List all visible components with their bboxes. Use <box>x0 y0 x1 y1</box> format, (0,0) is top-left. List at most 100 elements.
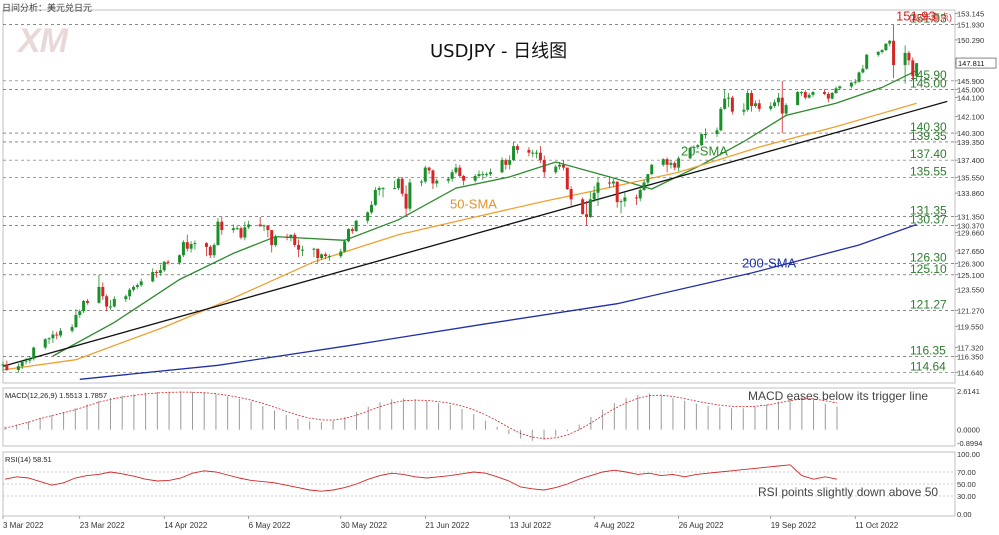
level-label: 145.00 <box>910 76 947 90</box>
candle-body <box>746 92 750 110</box>
overlay-label-200-sma: 200-SMA <box>742 255 797 270</box>
candle-body <box>692 147 696 149</box>
candle-body <box>477 174 481 176</box>
candle-body <box>435 180 439 184</box>
candle-body <box>619 201 623 203</box>
y-tick-label: 129.660 <box>957 228 984 237</box>
y-tick-label: 119.550 <box>957 323 984 332</box>
candle-body <box>753 103 757 107</box>
y-tick-label: 131.350 <box>957 213 984 222</box>
candle-body <box>158 270 162 273</box>
candle-body <box>750 92 754 107</box>
candle-body <box>857 72 861 82</box>
macd-panel-frame <box>2 387 956 447</box>
peak-value-label: 151.93 <box>896 9 936 24</box>
candle-body <box>776 97 780 103</box>
candle-body <box>155 272 159 274</box>
candle-body <box>243 227 247 238</box>
candle-body <box>700 134 704 146</box>
candle-body <box>108 306 112 308</box>
y-tick-label: 121.270 <box>957 307 984 316</box>
candle-body <box>665 159 669 165</box>
candle-body <box>185 242 189 249</box>
candle-body <box>423 167 427 182</box>
rsi-annotation: RSI points slightly down above 50 <box>758 485 938 499</box>
candle-body <box>773 102 777 107</box>
y-tick-label: 117.320 <box>957 343 984 352</box>
candle-body <box>861 68 865 73</box>
candle-body <box>757 103 761 109</box>
candle-body <box>320 254 324 259</box>
candle-body <box>85 300 89 303</box>
candle-body <box>661 159 665 165</box>
candle-body <box>297 244 301 250</box>
candle-body <box>132 286 136 290</box>
macd-tick-label: 0.0000 <box>957 426 980 435</box>
candle-body <box>588 199 592 218</box>
candle-body <box>646 174 650 183</box>
price-panel-frame <box>2 9 956 384</box>
candle-body <box>500 160 504 173</box>
y-tick-label: 142.100 <box>957 112 984 121</box>
candle-body <box>78 311 82 315</box>
candle-body <box>504 160 508 165</box>
macd-annotation: MACD eases below its trigger line <box>748 389 928 403</box>
candle-body <box>289 234 293 238</box>
candle-body <box>393 188 397 190</box>
candle-body <box>343 241 347 252</box>
candle-body <box>454 167 458 173</box>
candle-body <box>826 93 830 99</box>
candle-body <box>231 228 235 231</box>
candle-body <box>354 220 358 232</box>
candle-body <box>216 221 220 245</box>
candle-body <box>51 334 55 339</box>
overlay-label-20-sma: 20-SMA <box>681 143 728 158</box>
candle-body <box>339 251 343 257</box>
candle-body <box>16 366 20 370</box>
candle-body <box>43 339 47 348</box>
level-label: 114.64 <box>910 359 946 373</box>
candle-body <box>592 192 596 200</box>
candle-body <box>408 182 412 209</box>
rsi-tick-label: 70.00 <box>957 468 976 477</box>
candle-body <box>396 178 400 189</box>
last-price-box <box>955 57 997 69</box>
candle-body <box>723 98 727 109</box>
y-tick-label: 116.350 <box>957 352 984 361</box>
candle-body <box>650 164 654 175</box>
candle-body <box>1 364 5 366</box>
candle-body <box>458 167 462 176</box>
candle-body <box>849 82 853 87</box>
candle-body <box>811 92 815 95</box>
y-tick-label: 150.290 <box>957 36 984 45</box>
candle-body <box>715 130 719 135</box>
candle-body <box>561 164 565 168</box>
candle-body <box>59 330 63 336</box>
candle-body <box>350 229 354 232</box>
level-label: 140.30 <box>910 120 947 134</box>
x-axis-label: 14 Apr 2022 <box>164 521 208 530</box>
level-label: 125.10 <box>910 262 947 276</box>
candle-body <box>239 228 243 238</box>
macd-signal-line <box>4 391 838 440</box>
candle-body <box>903 52 907 66</box>
candle-body <box>508 160 512 165</box>
y-tick-label: 140.300 <box>957 129 984 138</box>
candle-body <box>569 189 573 200</box>
rsi-line <box>4 464 838 492</box>
candle-body <box>688 148 692 159</box>
candle-body <box>907 52 911 61</box>
candle-body <box>293 234 297 245</box>
candle-body <box>822 92 826 94</box>
candle-body <box>208 246 212 256</box>
rsi-tick-label: 30.00 <box>957 492 976 501</box>
overlay-200-sma <box>79 223 917 380</box>
y-tick-label: 144.100 <box>957 94 984 103</box>
x-axis-label: 23 Mar 2022 <box>80 521 125 530</box>
candle-body <box>584 214 588 218</box>
candle-body <box>634 197 638 199</box>
candle-body <box>181 242 185 256</box>
candle-body <box>696 145 700 148</box>
candle-body <box>82 300 86 312</box>
